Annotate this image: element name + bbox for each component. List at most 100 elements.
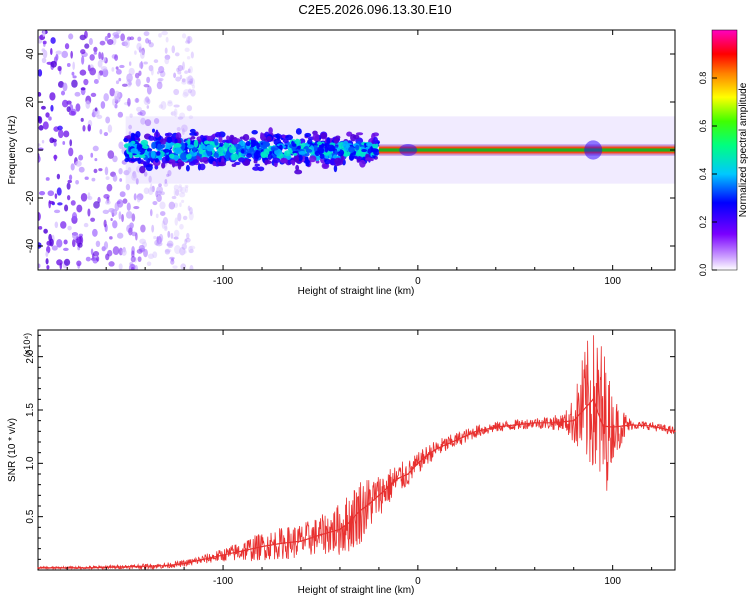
spectrogram-speckle — [56, 187, 62, 196]
spectrogram-speckle — [114, 54, 119, 61]
spectrogram-speckle — [126, 210, 133, 219]
snr-y-tick-label: 1.5 — [25, 403, 36, 417]
spectrogram-cloud-blob — [240, 149, 245, 154]
spectrogram-cloud-blob — [151, 141, 157, 150]
spectrogram-speckle — [168, 201, 176, 210]
spectrogram-speckle — [134, 72, 140, 79]
spectrogram-speckle — [170, 111, 174, 116]
spectrogram-cloud-blob — [284, 150, 291, 157]
spectrogram-speckle — [90, 152, 94, 158]
spectrogram-speckle — [125, 183, 131, 191]
snr-y-axis-label: SNR (10 * v/v) — [7, 418, 18, 482]
spectrogram-speckle — [93, 51, 98, 55]
spectrogram-speckle — [100, 66, 108, 71]
spectrogram-speckle — [182, 215, 188, 221]
spectrogram-speckle — [156, 71, 160, 75]
spectrogram-speckle — [163, 225, 168, 232]
spectrogram-speckle — [68, 110, 76, 116]
snr-y-tick-label: 0.5 — [25, 509, 36, 523]
spectrogram-speckle — [143, 61, 148, 65]
spectrogram-speckle — [164, 222, 168, 230]
spectrogram-speckle — [183, 89, 190, 97]
spectrogram-speckle — [159, 70, 166, 78]
spectrogram-speckle — [47, 190, 55, 197]
spectrogram-speckle — [105, 176, 110, 181]
spectrogram-speckle — [118, 211, 122, 220]
spectrogram-speckle — [54, 193, 58, 199]
spectrogram-cloud-blob — [145, 164, 153, 172]
spectrogram-speckle — [72, 232, 79, 240]
spectrogram-speckle — [72, 239, 76, 248]
spectrogram-cloud-blob — [217, 146, 224, 154]
spectrogram-speckle — [183, 250, 187, 254]
colorbar: 0.0 0.2 0.4 0.6 0.8 Normalized spectral ampl… — [698, 29, 749, 276]
spectrogram-cloud-blob — [348, 146, 355, 153]
spectrogram-cloud-blob — [245, 140, 251, 147]
spectrogram-speckle — [67, 179, 73, 184]
spectrogram-cloud-blob — [142, 145, 149, 149]
spectrogram-speckle — [45, 177, 50, 181]
spectrogram-speckle — [70, 50, 73, 59]
spectrogram-speckle — [148, 187, 154, 196]
spectrogram-cloud-blob — [326, 137, 331, 145]
spectrogram-speckle — [75, 160, 82, 167]
spectrogram-cloud-blob — [146, 148, 153, 152]
spectrogram-cloud-blob — [192, 148, 196, 153]
snr-y-scale-label: (x10⁴) — [22, 333, 32, 357]
spectrogram-speckle — [146, 105, 150, 109]
spectrogram-speckle — [167, 100, 173, 104]
spectrogram-x-tick-label: 0 — [415, 276, 421, 287]
spectrogram-speckle — [118, 263, 123, 270]
spectrogram-cloud-blob — [161, 162, 166, 169]
spectrogram-speckle — [176, 67, 180, 72]
spectrogram-speckle — [177, 116, 184, 120]
spectrogram-speckle — [188, 66, 193, 74]
spectrogram-speckle — [61, 99, 69, 108]
spectrogram-speckle — [113, 90, 121, 100]
spectrogram-speckle — [134, 50, 137, 55]
spectrogram-speckle — [85, 100, 91, 109]
spectrogram-speckle — [71, 71, 75, 76]
spectrogram-speckle — [72, 75, 77, 79]
snr-point — [456, 439, 458, 441]
spectrogram-speckle — [112, 246, 120, 255]
spectrogram-speckle — [161, 220, 166, 229]
spectrogram-speckle — [178, 192, 186, 198]
spectrogram-speckle — [165, 36, 169, 43]
spectrogram-y-tick-label: -20 — [25, 190, 36, 205]
spectrogram-speckle — [186, 56, 191, 60]
spectrogram-speckle — [90, 92, 97, 98]
spectrogram-speckle — [68, 33, 74, 40]
spectrogram-cloud-blob — [285, 134, 294, 141]
spectrogram-speckle — [109, 236, 113, 240]
spectrogram-speckle — [184, 184, 189, 189]
snr-point — [533, 422, 536, 424]
spectrogram-speckle — [153, 117, 160, 124]
spectrogram-cloud-blob — [361, 148, 368, 153]
spectrogram-speckle — [126, 202, 131, 211]
snr-point — [241, 550, 244, 552]
spectrogram-speckle — [156, 236, 159, 243]
spectrogram-cloud-blob — [267, 153, 273, 160]
snr-point — [553, 422, 556, 424]
spectrogram-speckle — [85, 256, 91, 262]
spectrogram-speckle — [153, 59, 159, 64]
spectrogram-speckle — [140, 117, 146, 125]
spectrogram-cloud-blob — [231, 163, 237, 167]
spectrogram-speckle — [90, 248, 94, 256]
spectrogram-speckle — [103, 241, 109, 250]
spectrogram-speckle — [80, 192, 88, 202]
spectrogram-speckle — [119, 64, 125, 69]
spectrogram-speckle — [96, 256, 100, 262]
spectrogram-speckle — [124, 39, 130, 48]
spectrogram-speckle — [51, 245, 58, 251]
spectrogram-speckle — [110, 217, 113, 222]
spectrogram-speckle — [181, 243, 187, 250]
spectrogram-speckle — [148, 42, 154, 48]
spectrogram-speckle — [55, 50, 62, 55]
spectrogram-image — [38, 30, 675, 270]
spectrogram-speckle — [84, 43, 90, 49]
spectrogram-speckle — [112, 174, 118, 182]
spectrogram-speckle — [134, 98, 140, 103]
spectrogram-speckle — [108, 207, 115, 213]
